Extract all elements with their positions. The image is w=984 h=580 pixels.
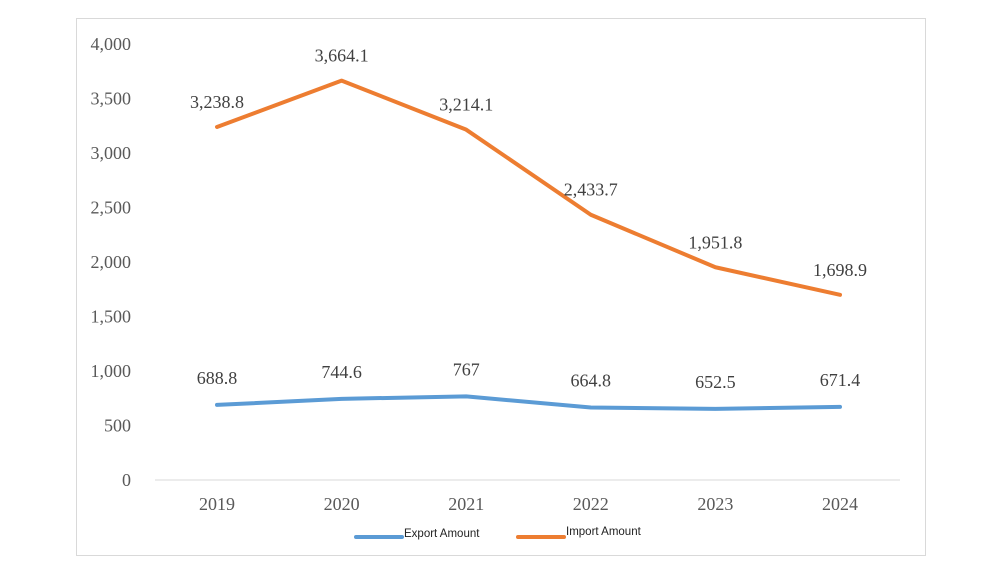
x-tick-label: 2020 <box>324 494 360 514</box>
data-label: 3,664.1 <box>315 46 369 66</box>
data-label: 744.6 <box>321 362 362 382</box>
legend: Export Amount Import Amount <box>354 526 642 540</box>
data-label: 1,951.8 <box>688 232 742 252</box>
series-line-export <box>215 394 842 411</box>
data-label: 1,698.9 <box>813 260 867 280</box>
legend-label-export: Export Amount <box>404 528 480 540</box>
data-label: 664.8 <box>571 371 612 391</box>
y-tick-label: 1,500 <box>91 307 132 327</box>
y-tick-label: 3,000 <box>91 143 132 163</box>
y-tick-label: 0 <box>122 470 131 490</box>
data-label: 3,214.1 <box>439 95 493 115</box>
y-tick-label: 3,500 <box>91 89 132 109</box>
y-tick-label: 500 <box>104 416 131 436</box>
y-tick-label: 2,500 <box>91 198 132 218</box>
data-label: 3,238.8 <box>190 92 244 112</box>
x-tick-label: 2023 <box>697 494 733 514</box>
y-tick-label: 1,000 <box>91 361 132 381</box>
data-label: 671.4 <box>820 370 861 390</box>
chart-frame <box>76 18 926 556</box>
data-labels: 688.8 744.6 767 664.8 652.5 671.4 3,238.8 3,664… <box>190 46 867 392</box>
y-axis-ticks: 0 500 1,000 1,500 2,000 2,500 3,000 3,500 4,000 <box>91 34 132 490</box>
legend-label-import: Import Amount <box>566 526 642 538</box>
series-line-import <box>215 78 842 297</box>
x-tick-label: 2019 <box>199 494 235 514</box>
x-tick-label: 2022 <box>573 494 609 514</box>
x-tick-label: 2024 <box>822 494 858 514</box>
data-label: 767 <box>453 359 480 379</box>
x-axis-ticks: 2019 2020 2021 2022 2023 2024 <box>199 494 858 514</box>
data-label: 652.5 <box>695 372 736 392</box>
series-lines <box>215 78 842 411</box>
y-tick-label: 4,000 <box>91 34 132 54</box>
y-tick-label: 2,000 <box>91 252 132 272</box>
data-label: 2,433.7 <box>564 180 618 200</box>
x-tick-label: 2021 <box>448 494 484 514</box>
data-label: 688.8 <box>197 368 238 388</box>
